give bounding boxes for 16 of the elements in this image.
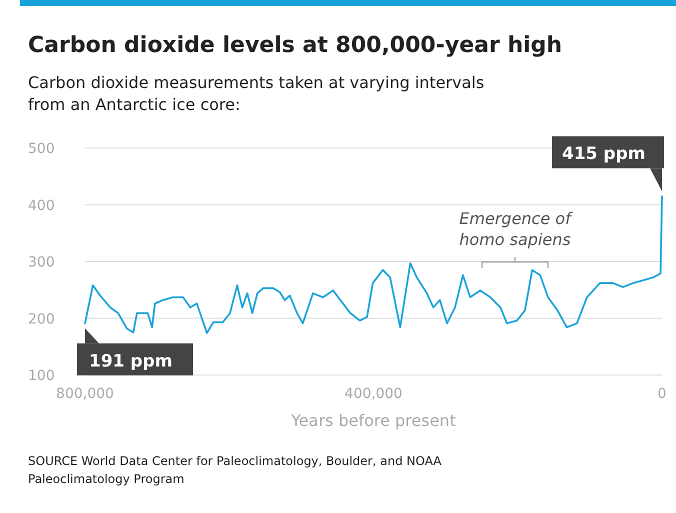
- x-tick-label: 0: [658, 386, 666, 402]
- annotation: 191 ppm: [89, 351, 172, 372]
- annotation: Emergence of homo sapiens: [459, 209, 574, 249]
- x-axis-title: Years before present: [290, 411, 456, 430]
- line-series: [84, 195, 663, 334]
- y-tick-label: 300: [28, 254, 55, 270]
- y-tick-label: 500: [28, 141, 55, 157]
- y-tick-label: 200: [28, 311, 55, 328]
- annotation: 415 ppm: [562, 144, 646, 164]
- source-note: SOURCE World Data Center for Paleoclimatology, Boulder, and NOAA Paleoclimatology Program: [28, 454, 442, 486]
- x-tick-label: 400,000: [344, 386, 402, 402]
- x-tick-label: 800,000: [56, 386, 114, 402]
- y-tick-label: 400: [28, 198, 55, 214]
- y-tick-label: 100: [28, 368, 55, 384]
- chart-title: Carbon dioxide levels at 800,000-year high: [28, 33, 562, 58]
- chart-subtitle: Carbon dioxide measurements taken at varying intervals from an Antarctic ice core:: [28, 73, 484, 114]
